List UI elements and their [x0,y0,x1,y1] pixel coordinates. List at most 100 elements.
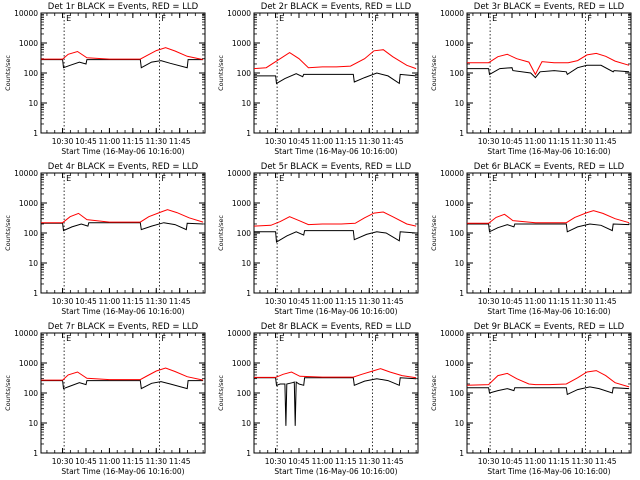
x-tick-label: 11:30 [145,457,167,466]
marker-label: F [161,334,166,343]
panel-title: Det 4r BLACK = Events, RED = LLD [48,162,199,172]
y-tick-label: 100 [450,69,465,78]
y-tick-label: 1000 [19,359,38,368]
y-tick-label: 1 [459,129,464,138]
x-tick-label: 10:30 [52,457,74,466]
x-tick-label: 11:00 [312,297,334,306]
plot-frame [40,172,206,294]
detector-panel-3: Det 3r BLACK = Events, RED = LLD 1 10 100 10… [430,2,632,156]
x-axis-label: Start Time (16-May-06 10:16:00) [274,147,397,156]
y-tick-label: 1 [246,289,251,298]
detector-panel-5: Det 5r BLACK = Events, RED = LLD 1 10 100 10… [217,162,419,316]
y-tick-label: 1 [459,289,464,298]
x-tick-label: 11:00 [312,137,334,146]
x-tick-label: 10:30 [478,137,500,146]
y-axis-label: Counts/sec [4,375,12,411]
y-tick-label: 10000 [14,169,38,178]
x-tick-label: 11:15 [335,297,357,306]
series-line-lld [253,49,417,70]
marker-label: F [587,174,592,183]
series-line-events [41,222,204,232]
y-tick-label: 1000 [19,199,38,208]
y-tick-label: 1000 [445,199,464,208]
series-line-lld [466,370,630,388]
y-tick-label: 10000 [440,169,464,178]
x-tick-label: 10:45 [501,297,523,306]
detector-panel-4: Det 4r BLACK = Events, RED = LLD 1 10 100 10… [4,162,206,316]
y-tick-label: 1000 [232,199,251,208]
y-tick-label: 10000 [440,9,464,18]
series-line-events [467,64,630,79]
x-tick-label: 11:00 [99,457,121,466]
x-tick-label: 11:00 [312,457,334,466]
series-line-events [254,72,417,85]
y-axis-label: Counts/sec [4,215,12,251]
x-tick-label: 11:15 [335,137,357,146]
y-tick-label: 1000 [445,39,464,48]
x-tick-label: 10:30 [52,137,74,146]
y-tick-label: 10000 [227,329,251,338]
y-axis-label: Counts/sec [430,375,438,411]
x-tick-label: 11:45 [169,297,191,306]
x-tick-label: 11:45 [382,297,404,306]
panel-title: Det 9r BLACK = Events, RED = LLD [474,322,625,332]
y-tick-label: 10 [241,419,251,428]
marker-label: F [587,334,592,343]
series-line-events [467,223,630,233]
x-tick-label: 11:30 [358,457,380,466]
series-line-events [254,230,417,243]
y-tick-label: 10 [241,99,251,108]
plot-frame [466,172,632,294]
series-line-lld [41,47,204,61]
marker-label: E [492,334,497,343]
marker-label: E [66,174,71,183]
x-tick-label: 11:30 [571,137,593,146]
y-tick-label: 10000 [440,329,464,338]
y-tick-label: 10 [28,99,38,108]
x-tick-label: 11:00 [99,297,121,306]
x-tick-label: 10:30 [52,297,74,306]
marker-label: F [374,14,379,23]
series-line-events [41,380,204,390]
y-tick-label: 100 [237,69,252,78]
y-tick-label: 10 [454,419,464,428]
plot-frame [253,332,419,454]
x-tick-label: 11:30 [145,137,167,146]
x-tick-label: 11:15 [335,457,357,466]
marker-label: F [161,174,166,183]
panel-title: Det 1r BLACK = Events, RED = LLD [48,2,199,12]
x-tick-label: 10:45 [288,457,310,466]
x-tick-label: 11:15 [548,297,570,306]
y-tick-label: 1000 [232,359,251,368]
y-tick-label: 10000 [14,9,38,18]
marker-label: E [66,334,71,343]
y-axis-label: Counts/sec [430,215,438,251]
series-line-lld [467,210,630,224]
y-tick-label: 10 [28,259,38,268]
x-tick-label: 11:30 [358,137,380,146]
x-axis-label: Start Time (16-May-06 10:16:00) [61,307,184,316]
marker-label: F [374,334,379,343]
y-tick-label: 1 [33,129,38,138]
plot-frame [253,12,419,134]
marker-label: E [279,174,284,183]
y-tick-label: 100 [24,229,39,238]
marker-label: E [66,14,71,23]
x-tick-label: 11:15 [122,137,144,146]
x-axis-label: Start Time (16-May-06 10:16:00) [61,147,184,156]
x-axis-label: Start Time (16-May-06 10:16:00) [274,307,397,316]
y-tick-label: 10 [28,419,38,428]
x-tick-label: 11:30 [358,297,380,306]
x-tick-label: 10:30 [265,457,287,466]
series-line-lld [253,211,417,227]
y-tick-label: 10 [454,99,464,108]
y-tick-label: 100 [450,229,465,238]
x-tick-label: 11:00 [99,137,121,146]
y-axis-label: Counts/sec [430,55,438,91]
detector-panel-1: Det 1r BLACK = Events, RED = LLD 1 10 100 10… [4,2,206,156]
marker-label: E [279,334,284,343]
x-tick-label: 11:45 [169,457,191,466]
detector-panel-6: Det 6r BLACK = Events, RED = LLD 1 10 100 10… [430,162,632,316]
y-tick-label: 10000 [14,329,38,338]
panel-title: Det 3r BLACK = Events, RED = LLD [474,2,625,12]
